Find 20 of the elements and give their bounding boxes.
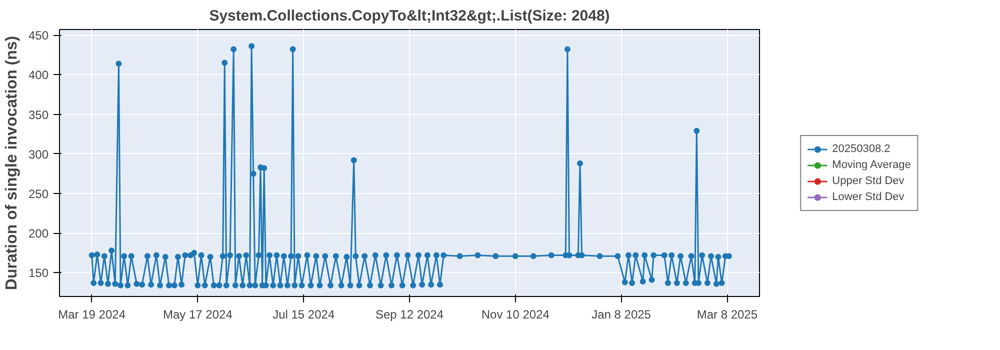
y-tick-label: 400 <box>28 68 49 82</box>
legend-label: Moving Average <box>832 158 911 172</box>
y-tick-label: 250 <box>28 187 49 202</box>
legend-label: Lower Std Dev <box>832 190 904 204</box>
x-tick-label: Jul 15 2024 <box>272 308 335 322</box>
y-tick-label: 450 <box>28 28 49 43</box>
x-tick-label: Mar 8 2025 <box>696 308 758 322</box>
legend-label: 20250308.2 <box>832 142 890 156</box>
y-tick-label: 350 <box>28 108 49 122</box>
x-tick-label: Jan 8 2025 <box>592 308 652 322</box>
x-tick-label: May 17 2024 <box>163 308 233 322</box>
legend-label: Upper Std Dev <box>832 174 904 188</box>
x-tick-label: Mar 19 2024 <box>58 308 126 322</box>
y-axis-title: Duration of single invocation (ns) <box>3 36 20 290</box>
x-tick-label: Sep 12 2024 <box>375 308 444 322</box>
y-tick-label: 300 <box>28 147 49 162</box>
x-tick-label: Nov 10 2024 <box>481 308 550 322</box>
y-tick-label: 200 <box>28 226 49 241</box>
chart-title: System.Collections.CopyTo&lt;Int32&gt;.List(Size: 2048) <box>209 8 610 24</box>
y-tick-label: 150 <box>28 266 49 280</box>
